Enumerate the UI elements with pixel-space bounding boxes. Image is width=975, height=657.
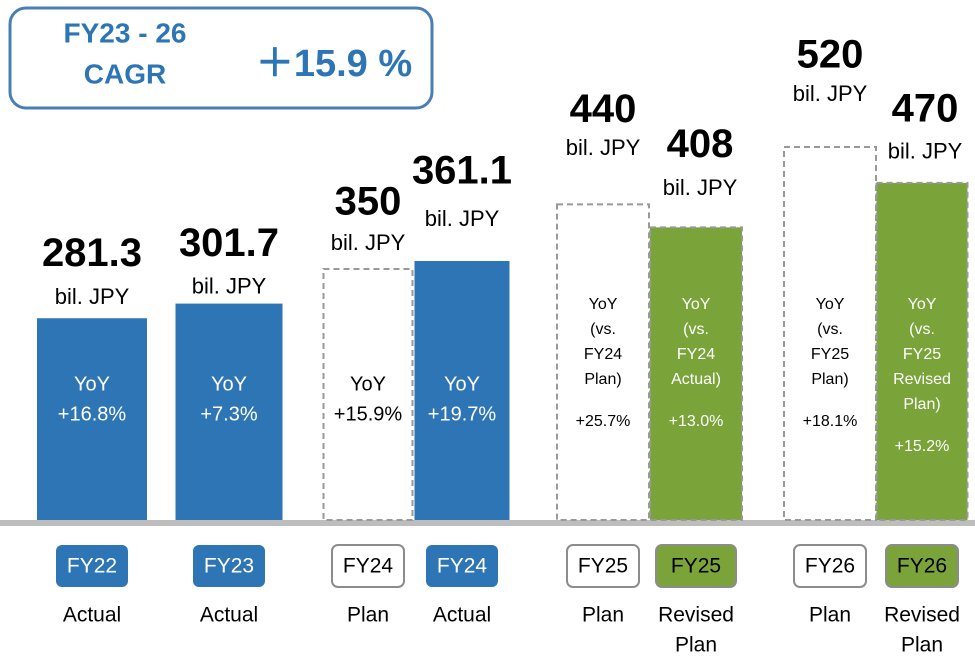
category-label: FY25 (671, 555, 721, 578)
category-box (331, 544, 405, 588)
category-sublabel: Revised (658, 604, 734, 627)
yoy-label: YoY (211, 373, 247, 395)
bar (783, 146, 877, 521)
yoy-label: (vs. (817, 321, 843, 338)
bar (875, 181, 969, 521)
yoy-label: FY25 (811, 346, 849, 363)
value-label: 408 (667, 122, 734, 166)
category-label: FY24 (437, 555, 488, 578)
bar (175, 303, 283, 520)
category-box (793, 544, 867, 588)
category-sublabel: Plan (347, 604, 389, 627)
category-sublabel: Plan (901, 634, 943, 657)
value-label: 350 (335, 180, 402, 224)
category-label: FY26 (805, 555, 855, 578)
yoy-label: +25.7% (576, 413, 631, 430)
unit-label: bil. JPY (331, 230, 406, 255)
yoy-label: (vs. (909, 321, 935, 338)
yoy-label: YoY (682, 296, 711, 313)
yoy-label: FY24 (584, 346, 622, 363)
yoy-label: Plan) (584, 371, 621, 388)
unit-label: bil. JPY (663, 175, 738, 200)
unit-label: bil. JPY (55, 284, 130, 309)
category-box (426, 545, 498, 587)
category-sublabel: Plan (582, 604, 624, 627)
value-label: 520 (797, 33, 864, 77)
category-sublabel: Revised (884, 604, 960, 627)
unit-label: bil. JPY (566, 135, 641, 160)
yoy-label: YoY (444, 373, 480, 395)
yoy-label: YoY (74, 373, 110, 395)
category-box (655, 544, 737, 588)
value-label: 440 (570, 87, 637, 131)
yoy-label: Actual) (671, 371, 721, 388)
yoy-label: +19.7% (428, 403, 497, 425)
category-box (885, 544, 959, 588)
yoy-label: Revised (893, 371, 951, 388)
yoy-label: +16.8% (58, 403, 127, 425)
category-label: FY23 (204, 555, 254, 578)
category-sublabel: Actual (63, 604, 121, 627)
value-label: 301.7 (179, 221, 279, 265)
yoy-label: Plan) (903, 396, 940, 413)
unit-label: bil. JPY (425, 206, 500, 231)
yoy-label: (vs. (683, 321, 709, 338)
unit-label: bil. JPY (793, 81, 868, 106)
yoy-label: +7.3% (200, 403, 257, 425)
bar (37, 318, 147, 520)
category-sublabel: Actual (433, 604, 491, 627)
yoy-label: Plan) (811, 371, 848, 388)
yoy-label: YoY (908, 296, 937, 313)
bar (322, 267, 414, 521)
unit-label: bil. JPY (888, 139, 963, 164)
yoy-label: +13.0% (669, 413, 724, 430)
bar (649, 226, 743, 522)
category-box (193, 545, 265, 587)
value-label: 281.3 (42, 231, 142, 275)
category-box (56, 545, 128, 587)
unit-label: bil. JPY (192, 273, 267, 298)
yoy-label: YoY (350, 373, 386, 395)
yoy-label: +15.2% (895, 438, 950, 455)
category-box (566, 544, 640, 588)
value-label: 470 (892, 86, 959, 130)
bar (414, 261, 510, 520)
category-label: FY24 (343, 555, 394, 578)
category-label: FY26 (897, 555, 947, 578)
category-label: FY25 (578, 555, 628, 578)
yoy-label: +18.1% (803, 413, 858, 430)
category-sublabel: Plan (809, 604, 851, 627)
cagr-value: ＋15.9 % (256, 43, 412, 85)
category-sublabel: Actual (200, 604, 258, 627)
bar (556, 203, 650, 521)
yoy-label: YoY (816, 296, 845, 313)
cagr-label: CAGR (84, 58, 166, 89)
yoy-label: (vs. (590, 321, 616, 338)
category-label: FY22 (67, 555, 117, 578)
yoy-label: FY25 (903, 346, 941, 363)
yoy-label: FY24 (677, 346, 715, 363)
value-label: 361.1 (412, 149, 512, 193)
cagr-label: FY23 - 26 (64, 17, 187, 48)
category-sublabel: Plan (675, 634, 717, 657)
yoy-label: YoY (589, 296, 618, 313)
cagr-box (8, 6, 434, 110)
yoy-label: +15.9% (334, 403, 403, 425)
